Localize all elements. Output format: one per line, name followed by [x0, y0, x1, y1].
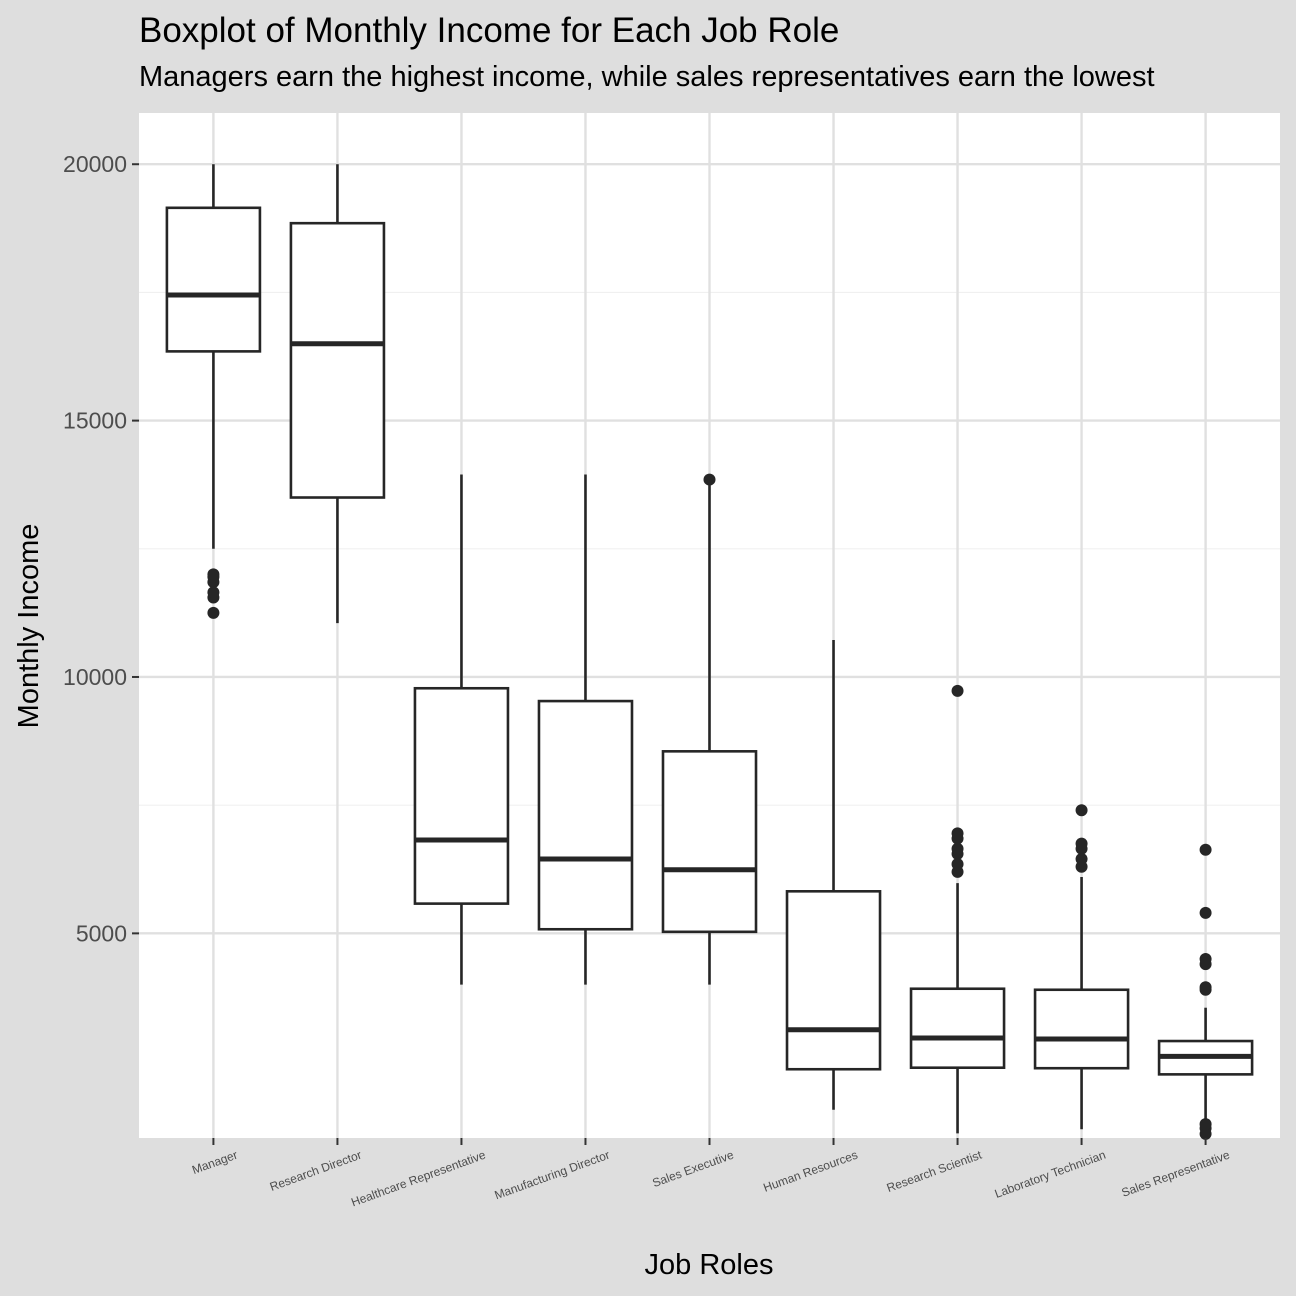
x-tick-label: Sales Executive — [650, 1148, 735, 1190]
box-sales-executive — [661, 473, 758, 985]
box-iqr — [289, 221, 386, 499]
x-tick-label: Human Resources — [761, 1148, 859, 1195]
y-tick-label: 10000 — [63, 664, 127, 690]
box-healthcare-representative — [413, 474, 510, 985]
box-iqr — [537, 699, 634, 931]
outlier-point — [207, 606, 220, 619]
x-tick-label: Sales Representative — [1120, 1148, 1232, 1200]
x-tick-label: Research Director — [268, 1148, 364, 1194]
chart-title: Boxplot of Monthly Income for Each Job R… — [139, 11, 840, 50]
chart-subtitle: Managers earn the highest income, while … — [139, 61, 1155, 93]
outlier-point — [951, 842, 964, 855]
outlier-point — [1075, 804, 1088, 817]
box-research-director — [289, 164, 386, 624]
outlier-point — [1199, 981, 1212, 994]
y-tick-label: 15000 — [63, 408, 127, 434]
box-laboratory-technician — [1033, 804, 1130, 1130]
outlier-point — [951, 684, 964, 697]
outlier-point — [1075, 853, 1088, 866]
outlier-point — [1199, 1118, 1212, 1131]
box-iqr — [165, 206, 262, 353]
outlier-point — [1199, 952, 1212, 965]
x-tick-label: Laboratory Technician — [993, 1148, 1108, 1201]
box-iqr — [413, 686, 510, 905]
y-axis-label: Monthly Income — [13, 524, 45, 729]
box-iqr — [909, 987, 1006, 1070]
outlier-point — [951, 858, 964, 871]
box-iqr — [785, 890, 882, 1071]
boxes — [165, 164, 1254, 1140]
x-tick-label: Manufacturing Director — [493, 1148, 612, 1203]
outlier-point — [1075, 837, 1088, 850]
box-iqr — [1033, 988, 1130, 1070]
outlier-point — [1199, 843, 1212, 856]
x-tick-label: Research Scientist — [885, 1147, 984, 1195]
x-axis-label: Job Roles — [645, 1249, 774, 1281]
outlier-point — [1199, 906, 1212, 919]
y-tick-label: 20000 — [63, 151, 127, 177]
box-iqr — [661, 750, 758, 934]
outlier-point — [951, 827, 964, 840]
y-tick-label: 5000 — [76, 920, 127, 946]
box-research-scientist — [909, 684, 1006, 1134]
outlier-point — [207, 568, 220, 581]
x-tick-label: Manager — [190, 1148, 239, 1177]
box-manager — [165, 164, 262, 619]
box-manufacturing-director — [537, 474, 634, 985]
box-human-resources — [785, 640, 882, 1110]
x-tick-label: Healthcare Representative — [349, 1148, 488, 1210]
outlier-point — [207, 586, 220, 599]
outlier-point — [703, 473, 716, 486]
box-sales-representative — [1157, 843, 1254, 1140]
